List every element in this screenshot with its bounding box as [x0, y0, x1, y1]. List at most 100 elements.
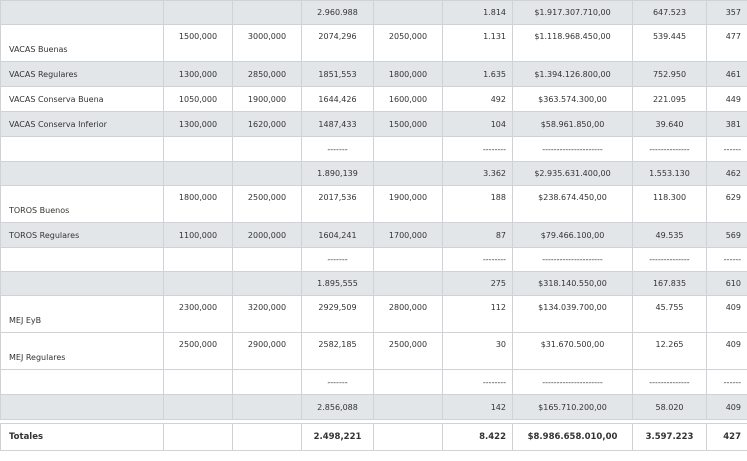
cell-price-min: 1800,000 — [163, 185, 233, 223]
cell-head-count: -------- — [442, 136, 513, 162]
cell-price-avg: 2929,509 — [301, 295, 374, 333]
cell-kilos: 167.835 — [632, 271, 707, 296]
cell-price-min — [163, 136, 233, 162]
cell-price-mode — [373, 247, 443, 272]
cell-price-mode: 2050,000 — [373, 24, 443, 62]
cell-price-max — [232, 161, 302, 186]
cell-avg-weight: 477 — [706, 24, 747, 62]
cell-price-min: 1300,000 — [163, 61, 233, 87]
cell-avg-weight: 357 — [706, 0, 747, 25]
cell-price-avg: ------- — [301, 369, 374, 395]
cell-price-avg: 1851,553 — [301, 61, 374, 87]
cell-category: TOROS Buenos — [0, 185, 164, 223]
cell-head-count: -------- — [442, 247, 513, 272]
cell-category: MEJ EyB — [0, 295, 164, 333]
table-row: 2.960.988 1.814 $1.917.307.710,00 647.523 35… — [0, 0, 747, 25]
cell-price-avg: ------- — [301, 247, 374, 272]
cell-kilos: 12.265 — [632, 332, 707, 370]
cell-price-mode: 1500,000 — [373, 111, 443, 137]
cell-head-count: 275 — [442, 271, 513, 296]
cell-price-avg: 1.890,139 — [301, 161, 374, 186]
cell-category — [0, 136, 164, 162]
cell-price-mode: 2800,000 — [373, 295, 443, 333]
cell-amount: $1.118.968.450,00 — [512, 24, 633, 62]
total-price-mode — [373, 423, 443, 451]
table-row: MEJ Regulares 2500,000 2900,000 2582,185 250… — [0, 332, 747, 370]
cell-price-max: 2500,000 — [232, 185, 302, 223]
cell-amount: $134.039.700,00 — [512, 295, 633, 333]
cell-head-count: 1.131 — [442, 24, 513, 62]
cell-category: VACAS Conserva Buena — [0, 86, 164, 112]
cell-kilos: 58.020 — [632, 394, 707, 420]
cell-head-count: 188 — [442, 185, 513, 223]
cell-kilos: -------------- — [632, 136, 707, 162]
cell-avg-weight: 409 — [706, 332, 747, 370]
cell-category — [0, 0, 164, 25]
table-row: VACAS Conserva Inferior 1300,000 1620,000 1… — [0, 111, 747, 137]
cell-price-avg: 2582,185 — [301, 332, 374, 370]
cell-category: VACAS Regulares — [0, 61, 164, 87]
cell-category: VACAS Buenas — [0, 24, 164, 62]
table-row: TOROS Regulares 1100,000 2000,000 1604,241 1… — [0, 222, 747, 248]
cell-price-avg: ------- — [301, 136, 374, 162]
cell-price-min: 1500,000 — [163, 24, 233, 62]
cell-avg-weight: 569 — [706, 222, 747, 248]
cell-avg-weight: 409 — [706, 295, 747, 333]
total-category: Totales — [0, 423, 164, 451]
total-price-min — [163, 423, 233, 451]
cell-amount: $31.670.500,00 — [512, 332, 633, 370]
table-row: 1.895,555 275 $318.140.550,00 167.835 610 — [0, 271, 747, 296]
cell-price-max: 1620,000 — [232, 111, 302, 137]
cell-avg-weight: 462 — [706, 161, 747, 186]
cell-price-max: 3000,000 — [232, 24, 302, 62]
table-row: VACAS Buenas 1500,000 3000,000 2074,296 2050… — [0, 24, 747, 62]
cell-amount: --------------------- — [512, 247, 633, 272]
cell-price-min: 2500,000 — [163, 332, 233, 370]
cell-price-avg: 1604,241 — [301, 222, 374, 248]
cell-avg-weight: 381 — [706, 111, 747, 137]
cell-price-avg: 2017,536 — [301, 185, 374, 223]
table-body: 2.960.988 1.814 $1.917.307.710,00 647.523 35… — [0, 0, 747, 451]
cell-price-avg: 2.960.988 — [301, 0, 374, 25]
cell-price-max: 3200,000 — [232, 295, 302, 333]
cell-avg-weight: ------ — [706, 136, 747, 162]
total-head-count: 8.422 — [442, 423, 513, 451]
cell-price-mode: 1600,000 — [373, 86, 443, 112]
table-row: 1.890,139 3.362 $2.935.631.400,00 1.553.130… — [0, 161, 747, 186]
cell-kilos: 539.445 — [632, 24, 707, 62]
cell-amount: --------------------- — [512, 369, 633, 395]
cell-price-max: 2900,000 — [232, 332, 302, 370]
table-row: MEJ EyB 2300,000 3200,000 2929,509 2800,000 1… — [0, 295, 747, 333]
total-kilos: 3.597.223 — [632, 423, 707, 451]
cell-amount: $165.710.200,00 — [512, 394, 633, 420]
cell-head-count: 1.814 — [442, 0, 513, 25]
cell-price-min: 1050,000 — [163, 86, 233, 112]
cell-amount: $1.917.307.710,00 — [512, 0, 633, 25]
cell-price-mode — [373, 161, 443, 186]
totals-row: Totales 2.498,221 8.422 $8.986.658.010,00 3.… — [0, 423, 747, 451]
cell-kilos: 39.640 — [632, 111, 707, 137]
cell-head-count: 3.362 — [442, 161, 513, 186]
table-row: VACAS Regulares 1300,000 2850,000 1851,553 1… — [0, 61, 747, 87]
cell-price-mode — [373, 369, 443, 395]
cell-avg-weight: ------ — [706, 369, 747, 395]
cell-price-avg: 2074,296 — [301, 24, 374, 62]
cell-price-min: 2300,000 — [163, 295, 233, 333]
cattle-summary-table: 2.960.988 1.814 $1.917.307.710,00 647.523 35… — [0, 0, 747, 451]
cell-kilos: -------------- — [632, 369, 707, 395]
cell-avg-weight: 461 — [706, 61, 747, 87]
cell-amount: $318.140.550,00 — [512, 271, 633, 296]
cell-category: MEJ Regulares — [0, 332, 164, 370]
cell-price-min — [163, 369, 233, 395]
cell-category — [0, 161, 164, 186]
cell-price-max — [232, 271, 302, 296]
cell-category: VACAS Conserva Inferior — [0, 111, 164, 137]
cell-kilos: 221.095 — [632, 86, 707, 112]
cell-price-max — [232, 394, 302, 420]
cell-amount: $58.961.850,00 — [512, 111, 633, 137]
cell-head-count: 30 — [442, 332, 513, 370]
cell-kilos: 45.755 — [632, 295, 707, 333]
cell-price-max — [232, 247, 302, 272]
cell-price-max — [232, 0, 302, 25]
table-row: 2.856,088 142 $165.710.200,00 58.020 409 — [0, 394, 747, 420]
